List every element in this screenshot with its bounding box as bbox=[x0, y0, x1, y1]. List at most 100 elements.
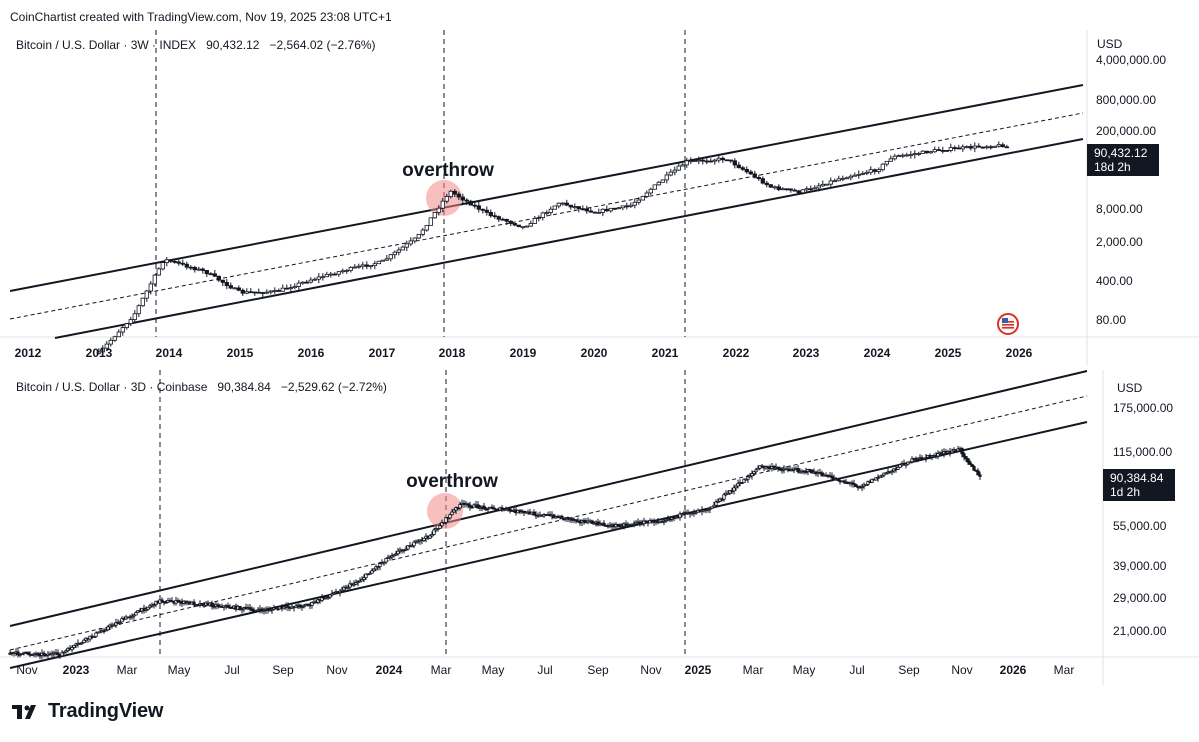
top-candle bbox=[356, 265, 361, 268]
bottom-candle bbox=[384, 558, 388, 563]
top-candle bbox=[548, 208, 553, 213]
top-candle bbox=[552, 205, 557, 210]
top-candle bbox=[120, 327, 125, 333]
bottom-candle bbox=[608, 525, 612, 528]
top-candle bbox=[784, 188, 789, 191]
top-candle bbox=[100, 347, 105, 353]
top-candle bbox=[820, 183, 825, 187]
top-candle bbox=[164, 259, 169, 263]
bottom-candle bbox=[104, 629, 108, 632]
top-candle bbox=[888, 158, 893, 162]
top-candle bbox=[272, 290, 277, 292]
bottom-chart-svg[interactable]: overthrow 175,000.00 115,000.00 55,000.00 3… bbox=[0, 370, 1199, 685]
bottom-candle bbox=[238, 606, 242, 611]
top-candle bbox=[572, 206, 577, 208]
top-chart-svg[interactable]: overthrow 4,000,000.00 800,000.00 200,000.… bbox=[0, 30, 1199, 365]
top-candle bbox=[632, 201, 637, 206]
tradingview-logo[interactable]: TradingView bbox=[12, 700, 163, 723]
bottom-pane[interactable]: Bitcoin / U.S. Dollar · 3D · Coinbase 90… bbox=[0, 370, 1199, 685]
top-time-tick: 2021 bbox=[652, 346, 679, 360]
top-candle bbox=[668, 171, 673, 176]
bottom-overthrow-circle bbox=[427, 493, 463, 529]
bottom-candle bbox=[710, 506, 714, 509]
bottom-candle bbox=[726, 492, 730, 495]
top-candle bbox=[408, 240, 413, 245]
top-channel-upper[interactable] bbox=[9, 84, 1084, 292]
bottom-time-tick: Nov bbox=[326, 663, 347, 677]
chart-credit: CoinChartist created with TradingView.co… bbox=[10, 10, 392, 24]
top-candle bbox=[336, 271, 341, 275]
bottom-channel-upper[interactable] bbox=[9, 370, 1088, 627]
top-candle bbox=[532, 218, 537, 224]
bottom-candle bbox=[852, 483, 856, 486]
top-candle bbox=[968, 146, 973, 149]
top-candle bbox=[728, 159, 733, 162]
top-candle bbox=[880, 163, 885, 171]
top-candle bbox=[296, 282, 301, 287]
top-candle bbox=[328, 273, 333, 276]
bottom-candle bbox=[18, 654, 22, 656]
top-time-axis[interactable]: 2012 2013 2014 2015 2016 2017 2018 2019 2020 2021… bbox=[15, 346, 1033, 360]
bottom-candle bbox=[294, 605, 298, 609]
bottom-candle bbox=[200, 602, 204, 606]
top-time-tick: 2013 bbox=[86, 346, 113, 360]
bottom-candle bbox=[458, 504, 462, 509]
bottom-candle bbox=[60, 652, 64, 657]
bottom-candle bbox=[898, 464, 902, 468]
top-candle bbox=[916, 153, 921, 155]
top-candle bbox=[284, 287, 289, 290]
top-candle bbox=[744, 168, 749, 173]
bottom-candle bbox=[36, 653, 40, 656]
top-candle bbox=[456, 193, 461, 198]
top-time-tick: 2019 bbox=[510, 346, 537, 360]
bottom-candle bbox=[904, 463, 908, 466]
bottom-candle bbox=[532, 511, 536, 516]
bottom-candle bbox=[880, 474, 884, 477]
top-channel-mid[interactable] bbox=[9, 112, 1084, 320]
bottom-candle bbox=[486, 507, 490, 510]
top-candle bbox=[276, 290, 281, 292]
bottom-candle bbox=[450, 511, 454, 516]
us-flag-icon[interactable] bbox=[997, 313, 1019, 335]
bottom-time-axis[interactable]: Nov 2023 Mar May Jul Sep Nov 2024 Mar May Jul Sep No… bbox=[16, 663, 1074, 677]
top-candle bbox=[188, 266, 193, 269]
top-time-tick: 2014 bbox=[156, 346, 183, 360]
top-candle bbox=[168, 259, 173, 262]
bottom-price-axis[interactable]: 175,000.00 115,000.00 55,000.00 39,000.00 29… bbox=[1113, 401, 1173, 638]
bottom-candle bbox=[274, 607, 278, 610]
top-candle bbox=[392, 251, 397, 256]
top-candle bbox=[700, 159, 705, 162]
bottom-candle bbox=[492, 507, 496, 510]
top-candle bbox=[804, 188, 809, 191]
top-candle bbox=[640, 195, 645, 201]
bottom-candle bbox=[678, 513, 682, 518]
bottom-candle bbox=[754, 469, 758, 473]
top-price-axis[interactable]: 4,000,000.00 800,000.00 200,000.00 8,000.00… bbox=[1096, 53, 1166, 327]
bottom-candles[interactable] bbox=[8, 446, 982, 660]
top-candle bbox=[372, 263, 377, 266]
bottom-candle bbox=[352, 583, 356, 586]
bottom-candle bbox=[372, 568, 376, 572]
top-candle bbox=[536, 217, 541, 220]
top-candle bbox=[696, 159, 701, 162]
top-candle bbox=[636, 199, 641, 203]
bottom-candle bbox=[410, 545, 414, 548]
top-candle bbox=[596, 211, 601, 214]
top-price-tick: 8,000.00 bbox=[1096, 202, 1143, 216]
bottom-candle bbox=[878, 475, 882, 478]
top-candle bbox=[324, 273, 329, 278]
bottom-candle bbox=[394, 553, 398, 556]
bottom-candle bbox=[330, 593, 334, 596]
top-price-tag-countdown: 18d 2h bbox=[1094, 160, 1131, 174]
top-candles[interactable] bbox=[96, 141, 1009, 355]
bottom-candle bbox=[896, 466, 900, 470]
bottom-channel-mid[interactable] bbox=[9, 395, 1088, 651]
top-candle bbox=[684, 160, 689, 166]
bottom-candle bbox=[854, 484, 858, 487]
top-candle bbox=[920, 150, 925, 154]
bottom-overthrow-label: overthrow bbox=[406, 471, 498, 492]
top-channel-lower[interactable] bbox=[54, 138, 1084, 339]
bottom-candle bbox=[368, 572, 372, 575]
bottom-candle bbox=[508, 508, 512, 512]
top-pane[interactable]: Bitcoin / U.S. Dollar · 3W · INDEX 90,43… bbox=[0, 30, 1199, 365]
